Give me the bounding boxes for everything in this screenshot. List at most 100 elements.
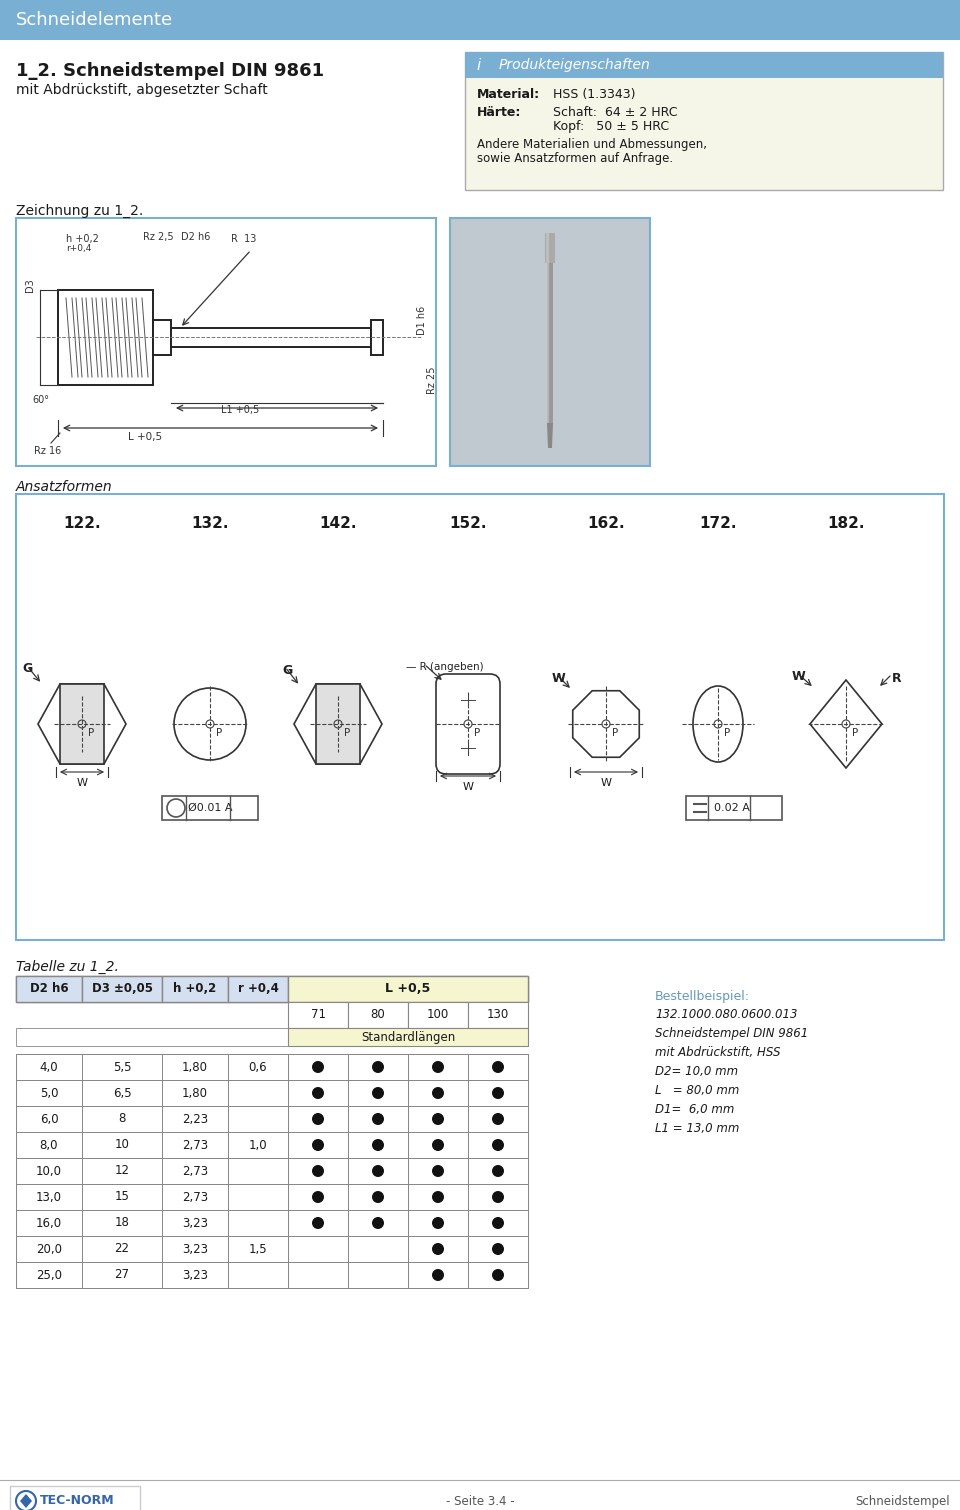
Text: 10,0: 10,0 [36, 1164, 62, 1178]
Bar [16, 1210, 82, 1237]
Text: 22: 22 [114, 1243, 130, 1255]
Bar [288, 975, 528, 1003]
Text: 1,80: 1,80 [182, 1060, 208, 1074]
Text: 6,0: 6,0 [39, 1113, 59, 1125]
Text: 15: 15 [114, 1190, 130, 1203]
Text: W: W [77, 778, 87, 788]
Bar [316, 684, 360, 764]
Text: sowie Ansatzformen auf Anfrage.: sowie Ansatzformen auf Anfrage. [477, 153, 673, 165]
Bar [16, 1184, 528, 1210]
Bar [547, 263, 553, 423]
Bar [82, 1105, 162, 1132]
Bar [16, 1132, 82, 1158]
Bar [546, 233, 549, 423]
Text: TEC-NORM: TEC-NORM [40, 1495, 114, 1507]
Text: 122.: 122. [63, 516, 101, 532]
Bar [16, 1158, 528, 1184]
Bar [16, 1158, 82, 1184]
Circle shape [432, 1087, 444, 1099]
Circle shape [372, 1191, 384, 1203]
Circle shape [432, 1191, 444, 1203]
Text: Produkteigenschaften: Produkteigenschaften [499, 57, 651, 72]
Bar [10, 1486, 140, 1510]
Text: 2,73: 2,73 [182, 1164, 208, 1178]
Text: 0.02 A: 0.02 A [714, 803, 750, 812]
Text: 20,0: 20,0 [36, 1243, 62, 1255]
Polygon shape [810, 680, 882, 769]
Text: i: i [477, 57, 481, 72]
Bar [468, 1105, 528, 1132]
Text: 71: 71 [310, 1009, 325, 1021]
Bar [16, 1237, 82, 1262]
Text: 80: 80 [371, 1009, 385, 1021]
Bar [16, 975, 528, 1003]
Text: 2,73: 2,73 [182, 1139, 208, 1152]
Bar [16, 217, 436, 467]
Bar [468, 1054, 528, 1080]
Bar [16, 1184, 82, 1210]
Text: D2 h6: D2 h6 [30, 983, 68, 995]
Bar [408, 1003, 468, 1028]
Circle shape [432, 1243, 444, 1255]
Text: Rz 25: Rz 25 [427, 365, 437, 394]
Text: Standardlängen: Standardlängen [361, 1030, 455, 1043]
Text: 172.: 172. [699, 516, 736, 532]
Bar [162, 1054, 228, 1080]
Text: W: W [463, 782, 473, 793]
Bar [60, 684, 104, 764]
Bar [465, 51, 943, 79]
Bar [288, 1028, 528, 1046]
Bar [82, 1054, 162, 1080]
Bar [82, 1132, 162, 1158]
Bar [153, 320, 171, 355]
Text: R  13: R 13 [231, 234, 256, 245]
Bar [162, 1105, 228, 1132]
Text: W: W [601, 778, 612, 788]
Text: 3,23: 3,23 [182, 1243, 208, 1255]
Text: 130: 130 [487, 1009, 509, 1021]
Text: 1,0: 1,0 [249, 1139, 267, 1152]
Bar [288, 1132, 348, 1158]
Bar [162, 1080, 228, 1105]
Bar [348, 1003, 408, 1028]
Bar [162, 1184, 228, 1210]
Text: R: R [892, 672, 901, 686]
Circle shape [312, 1062, 324, 1074]
Bar [16, 1132, 528, 1158]
Bar [465, 51, 943, 190]
Bar [16, 975, 82, 1003]
Bar [228, 1158, 288, 1184]
Text: 0,6: 0,6 [249, 1060, 267, 1074]
Text: P: P [88, 728, 94, 738]
Bar [348, 1237, 408, 1262]
Text: P: P [344, 728, 350, 738]
Circle shape [492, 1243, 504, 1255]
Circle shape [312, 1139, 324, 1151]
Bar [162, 1132, 228, 1158]
Polygon shape [547, 423, 553, 448]
Circle shape [312, 1113, 324, 1125]
Text: 8,0: 8,0 [39, 1139, 59, 1152]
Bar [16, 1054, 82, 1080]
Bar [348, 1210, 408, 1237]
Bar [348, 1184, 408, 1210]
Bar [82, 1262, 162, 1288]
Bar [408, 1158, 468, 1184]
Bar [288, 1184, 348, 1210]
Text: D2 h6: D2 h6 [181, 233, 210, 242]
Bar [288, 1158, 348, 1184]
Text: 142.: 142. [320, 516, 357, 532]
Bar [348, 1132, 408, 1158]
Bar [228, 1054, 288, 1080]
Bar [288, 1210, 348, 1237]
Bar [288, 1080, 348, 1105]
Bar [162, 1158, 228, 1184]
Text: r+0,4: r+0,4 [66, 245, 91, 254]
Bar [162, 1262, 228, 1288]
Text: mit Abdrückstift, abgesetzter Schaft: mit Abdrückstift, abgesetzter Schaft [16, 83, 268, 97]
Text: - Seite 3.4 -: - Seite 3.4 - [445, 1495, 515, 1508]
Bar [82, 1210, 162, 1237]
Circle shape [432, 1113, 444, 1125]
Bar [82, 975, 162, 1003]
Text: 10: 10 [114, 1139, 130, 1152]
